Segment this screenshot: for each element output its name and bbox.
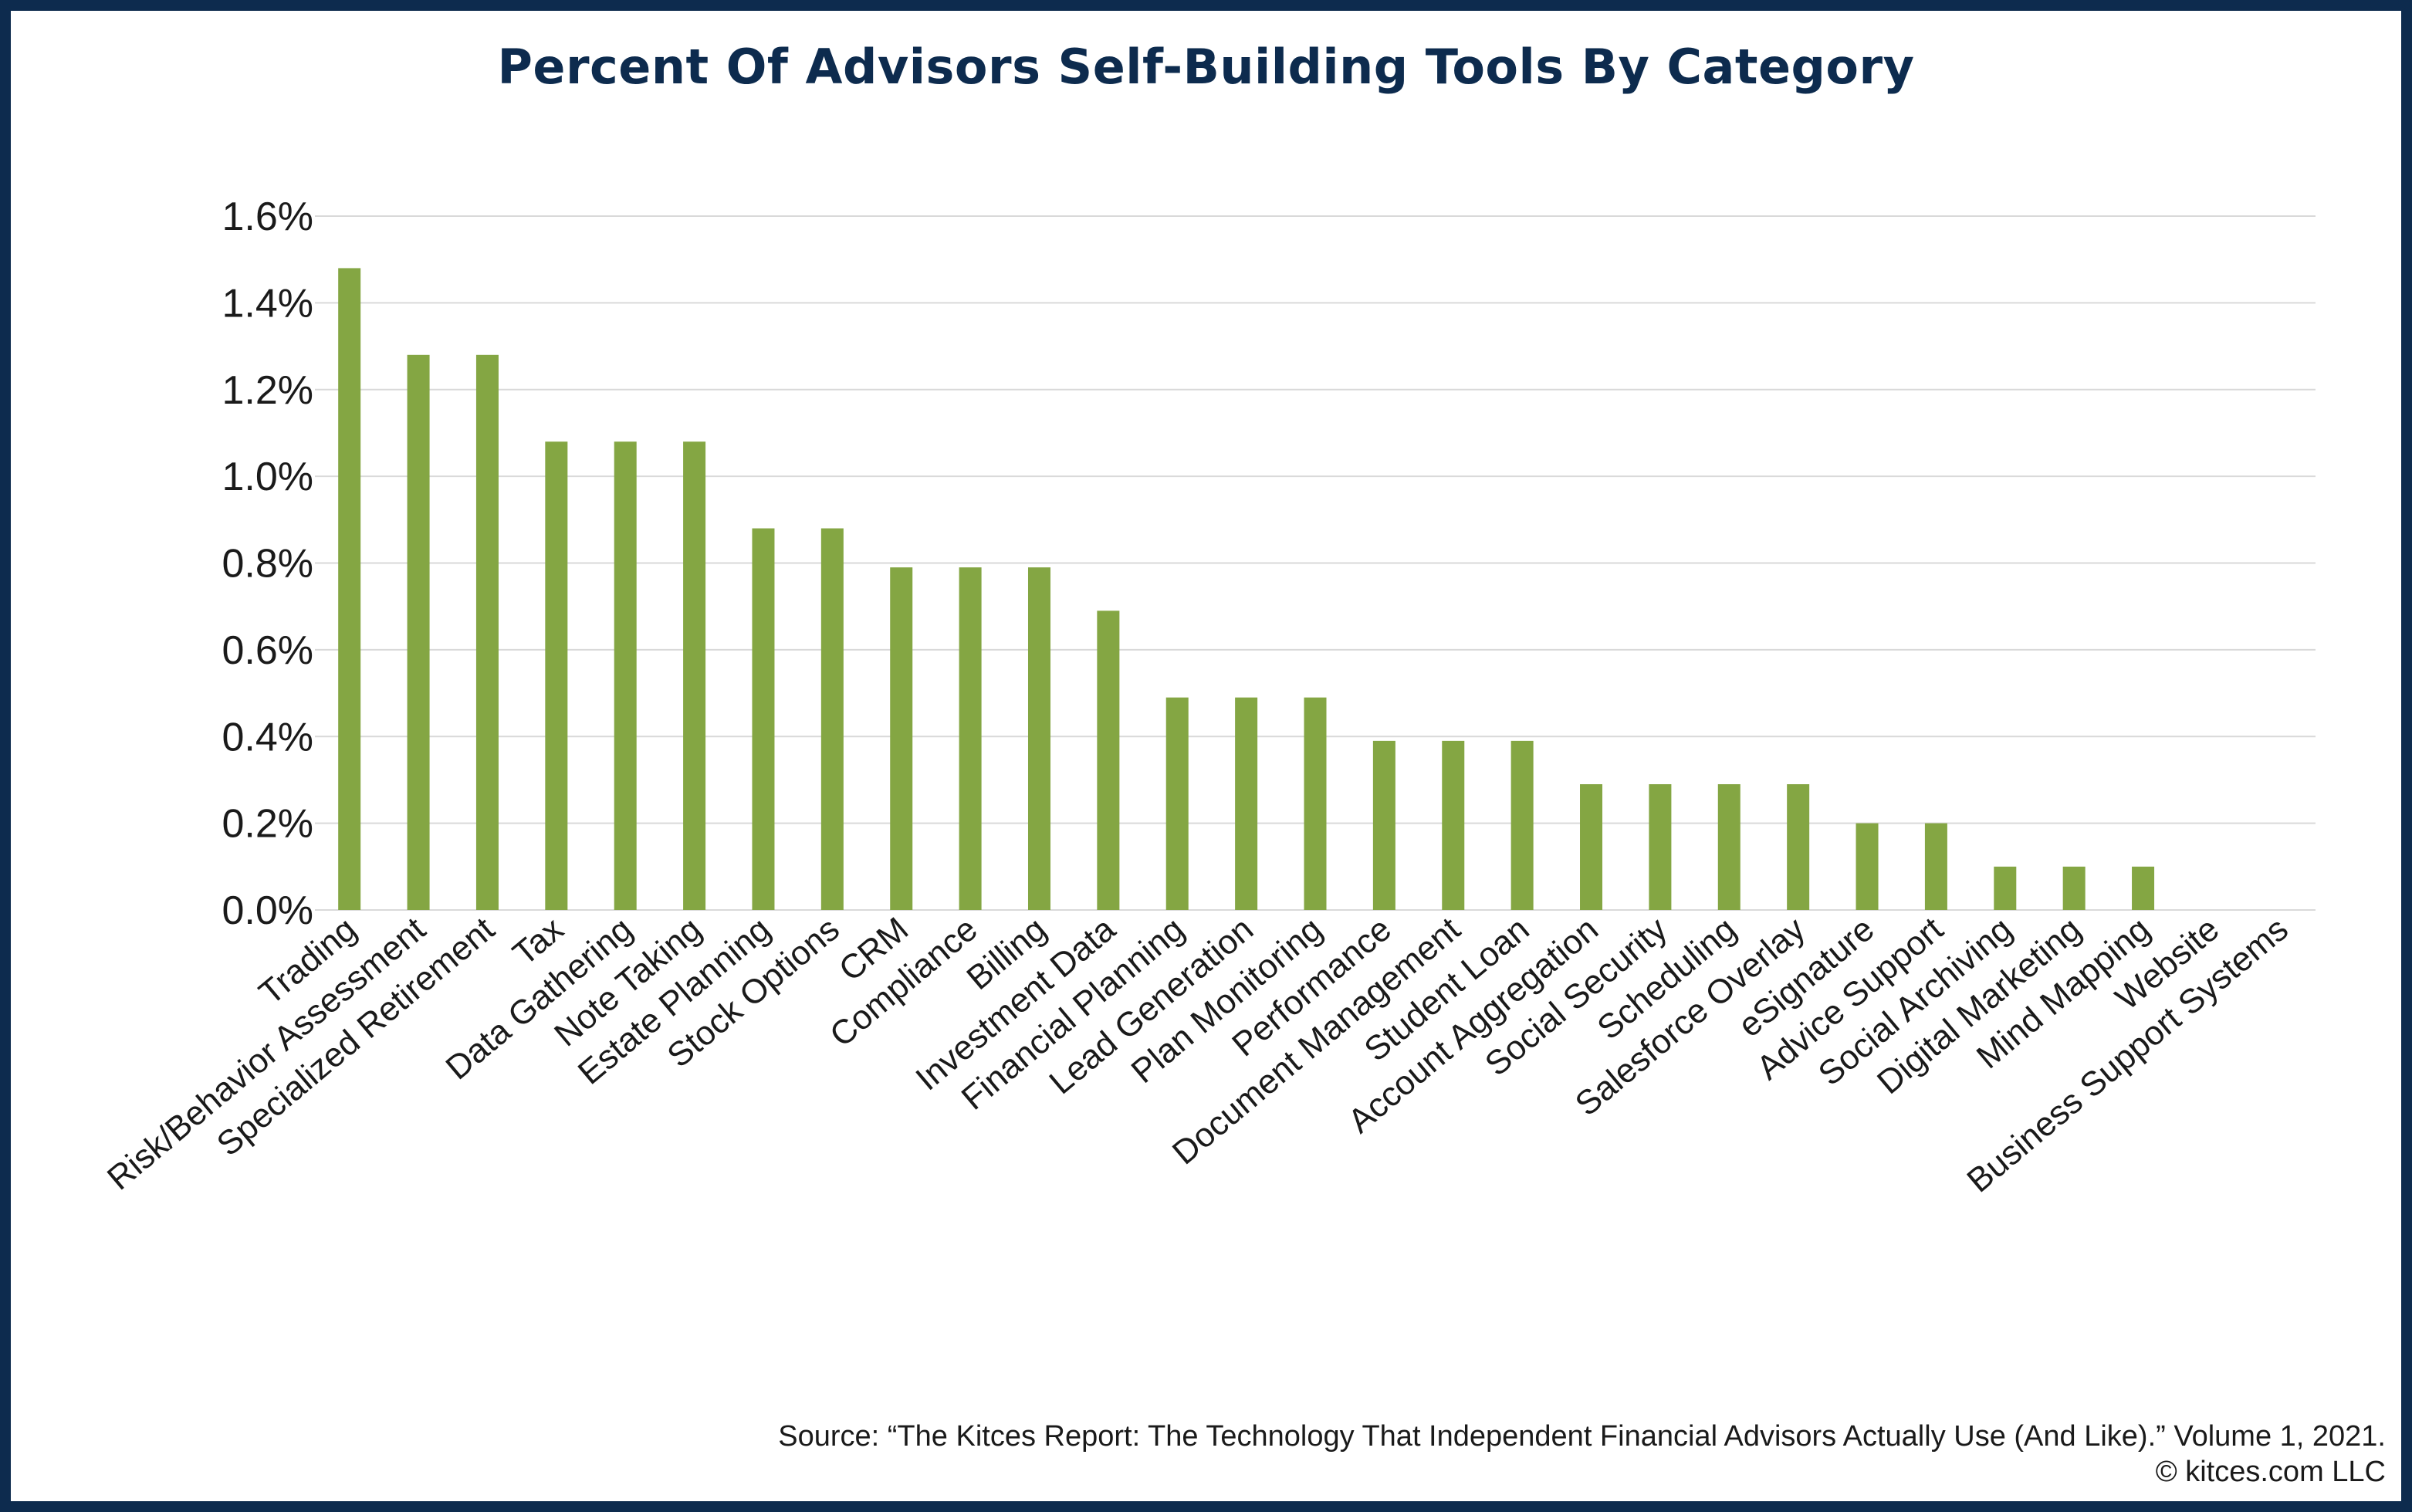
bar — [1027, 567, 1050, 910]
y-tick-label: 1.4% — [222, 281, 313, 326]
y-tick-label: 1.2% — [222, 368, 313, 413]
bar — [1097, 611, 1120, 910]
y-tick-label: 0.2% — [222, 802, 313, 847]
bar — [475, 354, 499, 910]
source-note: Source: “The Kitces Report: The Technolo… — [778, 1419, 2386, 1490]
bar — [683, 441, 706, 910]
bar — [1856, 823, 1879, 910]
bar — [1787, 784, 1810, 910]
y-tick-label: 0.4% — [222, 715, 313, 759]
bar — [1442, 740, 1465, 910]
y-tick-label: 0.0% — [222, 888, 313, 933]
bar — [2062, 866, 2086, 910]
y-axis-ticks: 0.0% 0.2% 0.4% 0.6% 0.8% 1.0% 1.2% 1.4% 1.6% — [222, 194, 313, 933]
bar — [2132, 866, 2155, 910]
bar — [545, 441, 568, 910]
bar — [1304, 697, 1327, 910]
y-tick-label: 1.6% — [222, 194, 313, 239]
bar — [890, 567, 913, 910]
bar — [1165, 697, 1189, 910]
x-tick-label: Specialized Retirement — [210, 910, 502, 1163]
bar — [1924, 823, 1947, 910]
bar — [338, 268, 361, 910]
bar — [1510, 740, 1534, 910]
source-line: Source: “The Kitces Report: The Technolo… — [778, 1420, 2386, 1453]
bar — [1994, 866, 2017, 910]
bar — [1580, 784, 1603, 910]
bar — [1649, 784, 1672, 910]
bar — [614, 441, 637, 910]
y-tick-label: 1.0% — [222, 455, 313, 499]
bar — [1235, 697, 1258, 910]
bar — [959, 567, 982, 910]
bar — [752, 528, 775, 910]
chart-title: Percent Of Advisors Self-Building Tools … — [497, 39, 1915, 95]
bar — [820, 528, 844, 910]
x-tick-label: Risk/Behavior Assessment — [100, 910, 433, 1197]
bar — [1372, 740, 1395, 910]
copyright-line: © kitces.com LLC — [2155, 1456, 2386, 1488]
bar — [407, 354, 430, 910]
bars — [338, 268, 2155, 910]
bar — [1717, 784, 1740, 910]
y-tick-label: 0.8% — [222, 542, 313, 587]
y-tick-label: 0.6% — [222, 628, 313, 673]
